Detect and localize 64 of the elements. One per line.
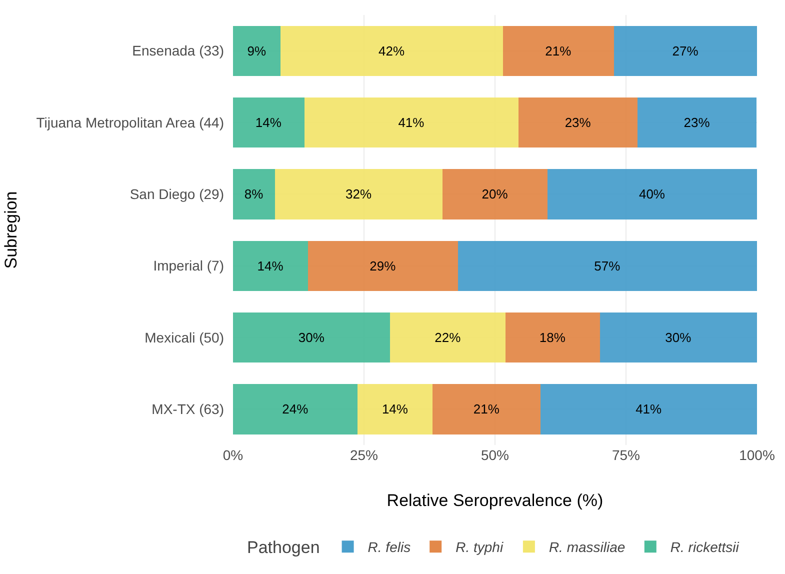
data-label: 30%	[665, 330, 692, 345]
data-label: 9%	[247, 43, 266, 58]
legend-label: R. typhi	[456, 539, 504, 556]
bar	[432, 384, 541, 434]
y-tick-label: San Diego (29)	[130, 186, 224, 202]
data-label: 14%	[382, 402, 408, 417]
y-tick-label: Mexicali (50)	[144, 329, 224, 346]
bar	[505, 312, 600, 363]
bar	[390, 312, 506, 363]
data-label: 42%	[378, 43, 405, 58]
bar	[518, 97, 638, 148]
data-label: 27%	[672, 43, 699, 58]
data-label: 40%	[638, 186, 666, 202]
x-tick-label: 0%	[222, 447, 244, 463]
data-label: 41%	[636, 402, 662, 417]
data-label: 18%	[539, 330, 566, 345]
bar	[540, 384, 757, 434]
data-label: 23%	[684, 115, 710, 130]
bar	[458, 240, 757, 291]
legend-label: R. massiliae	[548, 539, 626, 556]
x-tick-label: 50%	[480, 447, 510, 463]
data-label: 8%	[244, 186, 264, 202]
legend-label: R. rickettsii	[670, 539, 740, 556]
data-label: 14%	[255, 115, 282, 130]
bar	[233, 169, 275, 220]
data-label: 32%	[346, 186, 372, 202]
y-axis-title: Subregion	[2, 191, 21, 269]
bar	[502, 26, 614, 76]
bar	[614, 26, 757, 76]
legend-label: R. felis	[368, 539, 411, 556]
bar	[280, 26, 503, 76]
bar	[233, 240, 308, 291]
data-label: 20%	[482, 186, 508, 202]
x-axis-title: Relative Seroprevalence (%)	[386, 491, 604, 510]
data-label: 21%	[545, 43, 572, 58]
bar	[638, 97, 756, 148]
bar	[233, 26, 281, 76]
data-label: 29%	[370, 258, 396, 274]
y-tick-label: MX-TX (63)	[152, 401, 224, 418]
data-label: 30%	[298, 330, 325, 345]
x-tick-label: 75%	[612, 447, 640, 463]
bar	[304, 97, 519, 148]
bar	[358, 384, 433, 434]
data-label: 41%	[398, 115, 425, 130]
bar	[442, 169, 548, 220]
data-label: 22%	[434, 330, 462, 345]
bar	[233, 384, 358, 434]
data-label: 57%	[594, 258, 621, 274]
legend-title: Pathogen	[247, 538, 320, 558]
y-tick-label: Imperial (7)	[153, 258, 224, 274]
data-label: 14%	[257, 258, 284, 274]
bar	[308, 240, 458, 291]
y-tick-label: Ensenada (33)	[132, 42, 224, 59]
data-label: 23%	[564, 115, 592, 130]
data-label: 21%	[473, 402, 500, 417]
data-label: 24%	[282, 402, 309, 417]
bar	[233, 97, 304, 148]
y-tick-label: Tijuana Metropolitan Area (44)	[36, 114, 224, 130]
bar	[233, 312, 390, 363]
bar	[547, 169, 757, 220]
x-tick-label: 100%	[739, 447, 775, 463]
bar	[600, 312, 757, 363]
bar	[274, 169, 443, 220]
x-tick-label: 25%	[350, 447, 378, 463]
